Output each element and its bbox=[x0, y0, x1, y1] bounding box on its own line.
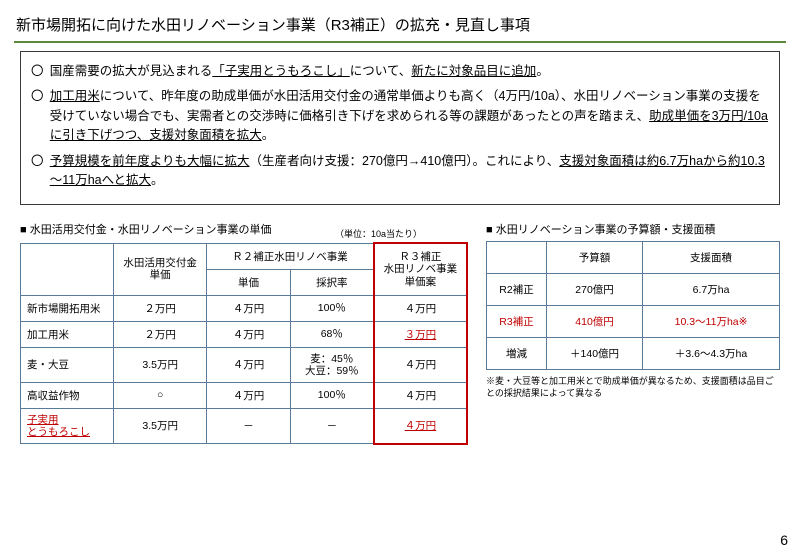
footnote: ※麦・大豆等と加工用米とで助成単価が異なるため、支援面積は品目ごとの採択結果によ… bbox=[486, 376, 780, 399]
table-row: 増減＋140億円＋3.6～4.3万ha bbox=[487, 338, 780, 370]
page-number: 6 bbox=[780, 532, 788, 548]
right-table: 予算額 支援面積 R2補正270億円6.7万haR3補正410億円10.3～11… bbox=[486, 241, 780, 370]
table-row: R2補正270億円6.7万ha bbox=[487, 274, 780, 306]
page-title: 新市場開拓に向けた水田リノベーション事業（R3補正）の拡充・見直し事項 bbox=[14, 10, 786, 43]
table-row: 子実用とうもろこし3.5万円－－４万円 bbox=[21, 408, 468, 443]
table-row: 高収益作物○４万円100％４万円 bbox=[21, 382, 468, 408]
table-row: 新市場開拓用米２万円４万円100％４万円 bbox=[21, 295, 468, 321]
bullet-3: 〇予算規模を前年度よりも大幅に拡大（生産者向け支援：270億円→410億円）。こ… bbox=[31, 152, 769, 191]
bullet-2: 〇加工用米について、昨年度の助成単価が水田活用交付金の通常単価よりも高く（4万円… bbox=[31, 87, 769, 145]
left-table: 水田活用交付金単価 Ｒ２補正水田リノベ事業 Ｒ３補正水田リノベ事業単価案 単価 … bbox=[20, 242, 468, 444]
right-subtitle: ■ 水田リノベーション事業の予算額・支援面積 bbox=[486, 221, 780, 237]
table-row: 麦・大豆3.5万円４万円麦：45％大豆：59％４万円 bbox=[21, 347, 468, 382]
info-box: 〇国産需要の拡大が見込まれる「子実用とうもろこし」について、新たに対象品目に追加… bbox=[20, 51, 780, 205]
table-row: R3補正410億円10.3～11万ha※ bbox=[487, 306, 780, 338]
bullet-1: 〇国産需要の拡大が見込まれる「子実用とうもろこし」について、新たに対象品目に追加… bbox=[31, 62, 769, 81]
table-row: 加工用米２万円４万円68％３万円 bbox=[21, 321, 468, 347]
